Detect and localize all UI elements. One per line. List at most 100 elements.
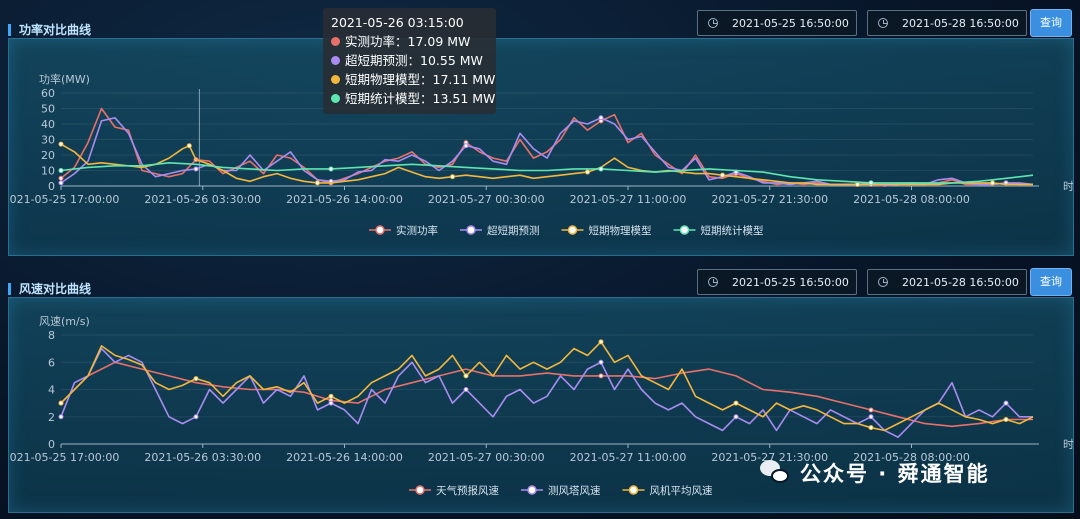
tooltip-row-label: 超短期预测：10.55 MW [345,53,483,68]
legend-label: 风机平均风速 [650,484,713,497]
data-point [868,180,874,186]
data-point [868,425,874,431]
data-point [193,376,199,382]
wind-end-date-value: 2021-05-28 16:50:00 [902,275,1019,289]
x-tick-label: 2021-05-25 17:00:00 [9,193,119,206]
x-tick-label: 2021-05-27 21:30:00 [711,193,828,206]
data-point [328,400,334,406]
y-tick-label: 20 [41,149,55,162]
watermark: 公众号 · 舜通智能 [760,458,990,488]
data-point [598,166,604,172]
x-axis-label: 时间 [1063,180,1073,193]
tooltip-row: 短期统计模型：13.51 MW [331,89,495,108]
y-tick-label: 50 [41,103,55,116]
data-point [585,169,590,175]
wind-start-date-value: 2021-05-25 16:50:00 [732,275,849,289]
data-point [328,166,334,172]
data-point [598,373,604,379]
legend-item[interactable]: 短期统计模型 [673,224,764,237]
tooltip-row: 超短期预测：10.55 MW [331,51,488,70]
legend-label: 实测功率 [396,224,438,237]
y-tick-label: 0 [48,438,55,451]
y-tick-label: 8 [48,329,55,342]
clock-icon [878,277,888,287]
x-tick-label: 2021-05-26 03:30:00 [144,193,261,206]
data-point [720,172,725,178]
tooltip-row: 短期物理模型：17.11 MW [331,70,495,89]
x-tick-label: 2021-05-26 14:00:00 [286,451,403,464]
clock-icon [708,277,718,287]
legend-item[interactable]: 短期物理模型 [561,224,652,237]
data-point [463,373,469,379]
tooltip-time: 2021-05-26 03:15:00 [331,15,464,30]
data-point [328,393,334,399]
data-point [990,180,995,186]
series-dot-icon [331,37,340,46]
y-tick-label: 60 [41,87,55,100]
wind-chart: 风速(m/s) 0 2 4 6 8 时间 2021-05-25 17:00:00 2021-05… [3,315,1080,497]
wind-start-date-input[interactable]: 2021-05-25 16:50:00 [697,269,857,295]
tooltip-row-label: 短期物理模型：17.11 MW [345,72,496,87]
series-line-1 [60,107,1033,187]
data-point [58,175,64,181]
power-end-date-input[interactable]: 2021-05-28 16:50:00 [867,10,1027,36]
tooltip-row-label: 短期统计模型：13.51 MW [345,91,496,106]
power-start-date-value: 2021-05-25 16:50:00 [732,16,849,30]
series-dot-icon [331,94,340,103]
x-tick-label: 2021-05-28 08:00:00 [853,193,970,206]
legend-item[interactable]: 实测功率 [369,224,438,237]
watermark-text: 公众号 · 舜通智能 [800,462,990,486]
x-tick-label: 2021-05-26 14:00:00 [286,193,403,206]
data-point [193,166,199,172]
data-point [733,414,739,420]
wind-query-button[interactable]: 查询 [1030,268,1072,296]
x-tick-label: 2021-05-25 17:00:00 [9,451,119,464]
clock-icon [878,18,888,28]
legend-item[interactable]: 风机平均风速 [622,484,713,497]
data-point [855,181,860,187]
data-point [186,143,192,149]
legend-marker-icon [527,485,537,495]
y-tick-label: 30 [41,134,55,147]
y-tick-label: 10 [41,165,55,178]
y-tick-label: 6 [48,356,55,369]
data-point [58,400,64,406]
power-chart-panel: 功率(MW) 0 10 20 30 40 50 60 时间 2021-05-25 17:00:00… [3,38,1080,256]
data-point [1003,400,1009,406]
wind-end-date-input[interactable]: 2021-05-28 16:50:00 [867,269,1027,295]
data-point [58,180,64,186]
legend-item[interactable]: 超短期预测 [460,224,540,237]
data-point [58,141,64,147]
wind-section-title: 风速对比曲线 [8,283,91,295]
legend-label: 短期统计模型 [701,224,764,237]
legend-label: 超短期预测 [487,224,540,237]
legend-marker-icon [679,225,690,235]
y-tick-label: 2 [48,411,55,424]
tooltip-row-label: 实测功率：17.09 MW [345,34,471,49]
legend-marker-icon [567,225,578,235]
power-query-button[interactable]: 查询 [1030,9,1072,37]
y-axis-label: 风速(m/s) [39,315,90,328]
data-point [58,414,64,420]
legend-marker-icon [375,225,385,235]
legend-label: 测风塔风速 [548,484,601,497]
data-point [193,414,199,420]
x-tick-label: 2021-05-27 11:00:00 [570,451,687,464]
power-chart-tooltip: 2021-05-26 03:15:00 实测功率：17.09 MW 超短期预测：… [323,8,496,114]
legend-item[interactable]: 天气预报风速 [409,484,499,497]
series-line-3 [60,143,1033,186]
legend-item[interactable]: 测风塔风速 [521,484,601,497]
y-tick-label: 0 [48,180,55,193]
y-tick-label: 4 [48,384,55,397]
x-axis-label: 时间 [1063,438,1073,451]
data-point [598,339,604,345]
legend-marker-icon [415,485,425,495]
data-point [315,180,320,186]
legend-label: 短期物理模型 [589,224,652,237]
legend-marker-icon [628,485,639,495]
power-start-date-input[interactable]: 2021-05-25 16:50:00 [697,10,857,36]
legend-label: 天气预报风速 [436,484,499,497]
data-point [598,115,604,121]
tooltip-row: 实测功率：17.09 MW [331,32,488,51]
series-dot-icon [331,75,340,84]
